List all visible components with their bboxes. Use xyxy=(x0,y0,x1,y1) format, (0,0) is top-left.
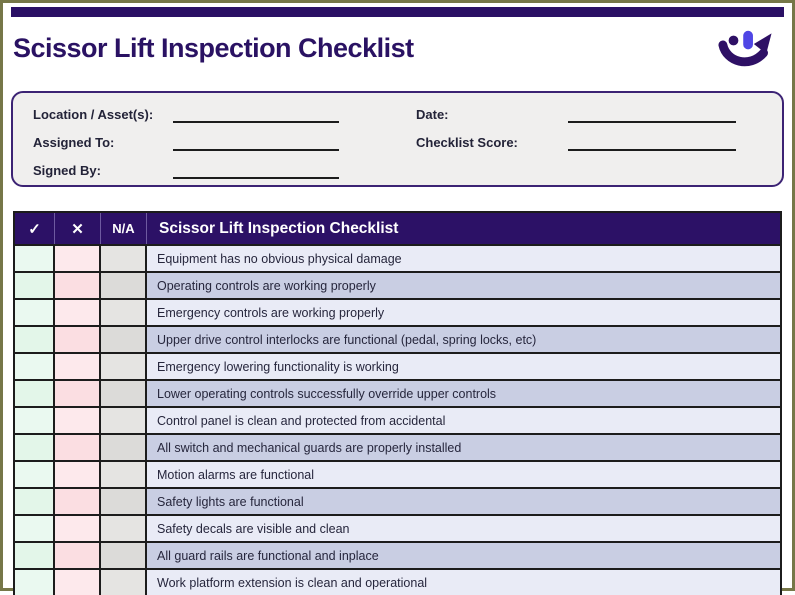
fail-checkbox-cell[interactable] xyxy=(55,381,101,406)
fail-checkbox-cell[interactable] xyxy=(55,246,101,271)
na-checkbox-cell[interactable] xyxy=(101,381,147,406)
table-row: Emergency controls are working properly xyxy=(15,298,780,325)
checklist-table: ✓ ✕ N/A Scissor Lift Inspection Checklis… xyxy=(13,211,782,595)
pass-checkbox-cell[interactable] xyxy=(15,327,55,352)
inspection-info-form: Location / Asset(s): Date: Assigned To: … xyxy=(11,91,784,187)
checklist-item-label: Operating controls are working properly xyxy=(147,273,780,298)
checklist-item-label: Emergency lowering functionality is work… xyxy=(147,354,780,379)
fail-checkbox-cell[interactable] xyxy=(55,408,101,433)
table-row: Operating controls are working properly xyxy=(15,271,780,298)
checklist-item-label: All guard rails are functional and inpla… xyxy=(147,543,780,568)
fail-checkbox-cell[interactable] xyxy=(55,435,101,460)
page-title: Scissor Lift Inspection Checklist xyxy=(13,33,414,63)
na-checkbox-cell[interactable] xyxy=(101,327,147,352)
fail-checkbox-cell[interactable] xyxy=(55,516,101,541)
pass-checkbox-cell[interactable] xyxy=(15,354,55,379)
table-row: Safety decals are visible and clean xyxy=(15,514,780,541)
fail-checkbox-cell[interactable] xyxy=(55,300,101,325)
na-checkbox-cell[interactable] xyxy=(101,570,147,595)
pass-checkbox-cell[interactable] xyxy=(15,516,55,541)
fail-checkbox-cell[interactable] xyxy=(55,354,101,379)
pass-checkbox-cell[interactable] xyxy=(15,381,55,406)
checklist-item-label: Safety lights are functional xyxy=(147,489,780,514)
pass-checkbox-cell[interactable] xyxy=(15,408,55,433)
na-checkbox-cell[interactable] xyxy=(101,273,147,298)
table-row: Equipment has no obvious physical damage xyxy=(15,244,780,271)
signed-by-input[interactable] xyxy=(173,162,339,179)
pass-checkbox-cell[interactable] xyxy=(15,570,55,595)
checklist-item-label: Equipment has no obvious physical damage xyxy=(147,246,780,271)
checklist-item-label: Work platform extension is clean and ope… xyxy=(147,570,780,595)
table-row: Upper drive control interlocks are funct… xyxy=(15,325,780,352)
checklist-item-label: All switch and mechanical guards are pro… xyxy=(147,435,780,460)
fail-checkbox-cell[interactable] xyxy=(55,570,101,595)
checklist-item-label: Motion alarms are functional xyxy=(147,462,780,487)
pass-checkbox-cell[interactable] xyxy=(15,300,55,325)
pass-checkbox-cell[interactable] xyxy=(15,462,55,487)
signed-by-label: Signed By: xyxy=(33,163,101,178)
table-row: Motion alarms are functional xyxy=(15,460,780,487)
na-checkbox-cell[interactable] xyxy=(101,300,147,325)
form-spacer xyxy=(416,178,568,179)
checklist-title-header: Scissor Lift Inspection Checklist xyxy=(159,219,399,237)
fail-checkbox-cell[interactable] xyxy=(55,489,101,514)
checklist-item-label: Lower operating controls successfully ov… xyxy=(147,381,780,406)
page-header: Scissor Lift Inspection Checklist xyxy=(3,17,792,79)
fail-checkbox-cell[interactable] xyxy=(55,273,101,298)
checklist-item-label: Control panel is clean and protected fro… xyxy=(147,408,780,433)
table-row: Safety lights are functional xyxy=(15,487,780,514)
checklist-item-label: Safety decals are visible and clean xyxy=(147,516,780,541)
checklist-score-input[interactable] xyxy=(568,134,736,151)
checklist-item-label: Upper drive control interlocks are funct… xyxy=(147,327,780,352)
fail-checkbox-cell[interactable] xyxy=(55,462,101,487)
na-checkbox-cell[interactable] xyxy=(101,246,147,271)
top-accent-bar xyxy=(11,7,784,17)
na-checkbox-cell[interactable] xyxy=(101,543,147,568)
smile-arrow-logo-icon xyxy=(718,30,772,67)
location-label: Location / Asset(s): xyxy=(33,107,154,122)
na-checkbox-cell[interactable] xyxy=(101,462,147,487)
assigned-to-input[interactable] xyxy=(173,134,339,151)
pass-checkbox-cell[interactable] xyxy=(15,543,55,568)
table-row: Emergency lowering functionality is work… xyxy=(15,352,780,379)
na-checkbox-cell[interactable] xyxy=(101,408,147,433)
checklist-score-label: Checklist Score: xyxy=(416,135,518,150)
date-label: Date: xyxy=(416,107,449,122)
table-row: All guard rails are functional and inpla… xyxy=(15,541,780,568)
table-row: All switch and mechanical guards are pro… xyxy=(15,433,780,460)
table-row: Lower operating controls successfully ov… xyxy=(15,379,780,406)
form-spacer xyxy=(339,178,416,179)
form-spacer xyxy=(339,150,416,151)
pass-checkbox-cell[interactable] xyxy=(15,273,55,298)
na-checkbox-cell[interactable] xyxy=(101,489,147,514)
fail-checkbox-cell[interactable] xyxy=(55,327,101,352)
pass-checkbox-cell[interactable] xyxy=(15,435,55,460)
pass-column-header: ✓ xyxy=(15,213,55,244)
pass-checkbox-cell[interactable] xyxy=(15,489,55,514)
na-checkbox-cell[interactable] xyxy=(101,435,147,460)
form-spacer xyxy=(568,178,736,179)
checklist-item-label: Emergency controls are working properly xyxy=(147,300,780,325)
fail-checkbox-cell[interactable] xyxy=(55,543,101,568)
checklist-table-header: ✓ ✕ N/A Scissor Lift Inspection Checklis… xyxy=(15,213,780,244)
na-checkbox-cell[interactable] xyxy=(101,354,147,379)
table-row: Control panel is clean and protected fro… xyxy=(15,406,780,433)
assigned-to-label: Assigned To: xyxy=(33,135,115,150)
na-column-header: N/A xyxy=(101,213,147,244)
location-input[interactable] xyxy=(173,106,339,123)
pass-checkbox-cell[interactable] xyxy=(15,246,55,271)
date-input[interactable] xyxy=(568,106,736,123)
fail-column-header: ✕ xyxy=(55,213,101,244)
na-checkbox-cell[interactable] xyxy=(101,516,147,541)
form-spacer xyxy=(339,122,416,123)
